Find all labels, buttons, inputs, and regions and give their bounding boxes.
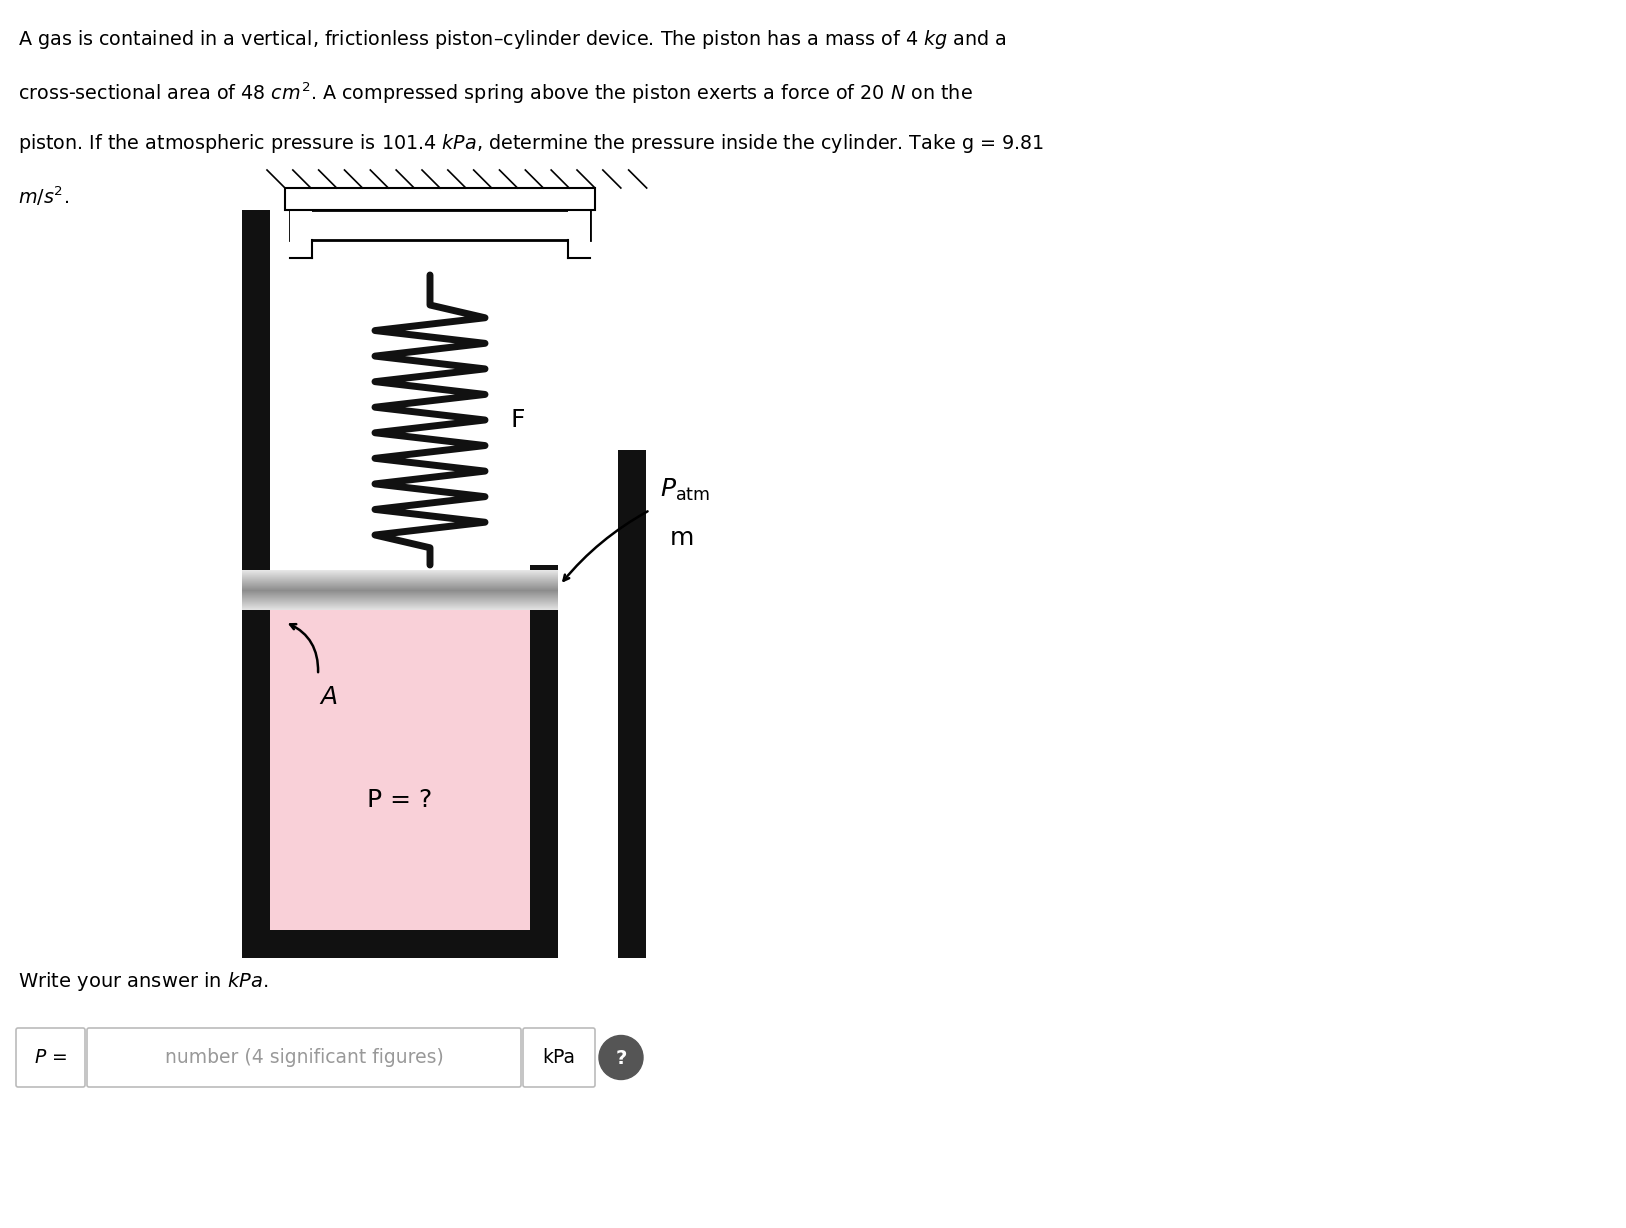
Text: $P$ =: $P$ = <box>34 1047 67 1067</box>
Text: F: F <box>511 408 525 432</box>
Bar <box>242 183 270 210</box>
Bar <box>270 610 530 930</box>
Bar <box>289 239 312 258</box>
Text: P = ?: P = ? <box>367 788 433 812</box>
FancyBboxPatch shape <box>88 1028 520 1087</box>
FancyBboxPatch shape <box>16 1028 85 1087</box>
Bar <box>567 239 590 258</box>
Text: m: m <box>670 526 694 550</box>
Bar <box>530 565 558 930</box>
Text: $m/s^2$.: $m/s^2$. <box>18 184 68 208</box>
Text: ?: ? <box>615 1049 626 1068</box>
Text: number (4 significant figures): number (4 significant figures) <box>164 1047 444 1067</box>
FancyBboxPatch shape <box>524 1028 595 1087</box>
Text: A gas is contained in a vertical, frictionless piston–cylinder device. The pisto: A gas is contained in a vertical, fricti… <box>18 28 1006 52</box>
Text: piston. If the atmospheric pressure is 101.4 $kPa$, determine the pressure insid: piston. If the atmospheric pressure is 1… <box>18 131 1044 155</box>
Bar <box>567 210 590 258</box>
Bar <box>242 210 270 930</box>
Bar <box>289 210 312 258</box>
Text: Write your answer in $kPa$.: Write your answer in $kPa$. <box>18 970 268 993</box>
Text: A: A <box>320 685 337 709</box>
Bar <box>618 449 646 958</box>
Text: cross-sectional area of 48 $cm^2$. A compressed spring above the piston exerts a: cross-sectional area of 48 $cm^2$. A com… <box>18 80 972 106</box>
Text: $P_{\mathrm{atm}}$: $P_{\mathrm{atm}}$ <box>660 476 711 503</box>
Bar <box>289 210 590 239</box>
Bar <box>242 930 558 958</box>
Text: kPa: kPa <box>543 1047 576 1067</box>
Bar <box>285 188 595 210</box>
Circle shape <box>598 1035 642 1079</box>
